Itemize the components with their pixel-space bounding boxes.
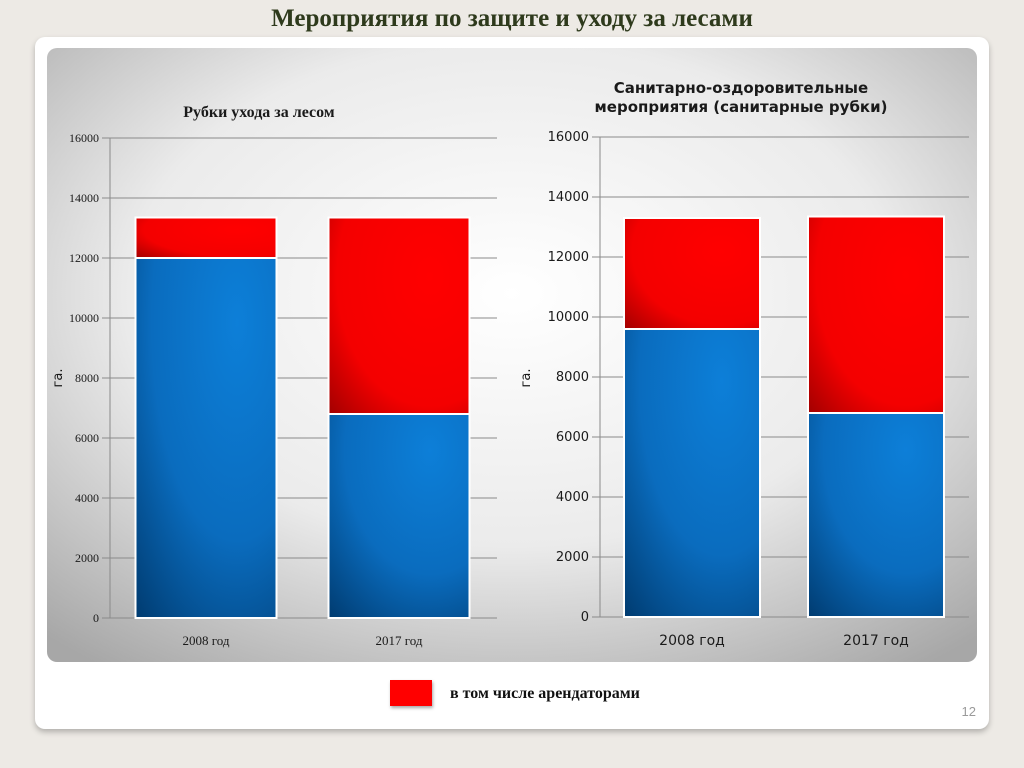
chart2-y-label: га.: [519, 369, 534, 388]
chart2-ytick-label: 14000: [548, 190, 589, 205]
legend-label-tenants: в том числе арендаторами: [450, 685, 640, 702]
chart1-ytick-label: 12000: [69, 251, 99, 265]
chart1-category-label: 2017 год: [376, 633, 423, 648]
chart1-ytick-label: 14000: [69, 191, 99, 205]
chart2-ytick-label: 6000: [556, 430, 589, 445]
chart1-ytick-label: 16000: [69, 131, 99, 145]
chart1-bar-red-2: [327, 216, 471, 415]
chart2-title-line2: мероприятия (санитарные рубки): [595, 98, 888, 116]
legend-swatch-tenants: [390, 680, 432, 706]
chart-panel: Рубки ухода за лесом 0 2000 4000 6000 8000 100…: [47, 48, 977, 662]
chart2-ytick-label: 10000: [548, 310, 589, 325]
page-number: 12: [961, 704, 976, 719]
chart2-category-label: 2008 год: [659, 633, 725, 649]
chart2-ytick-label: 2000: [556, 550, 589, 565]
chart1-ytick-label: 4000: [75, 491, 99, 505]
chart1-ytick-label: 0: [93, 611, 99, 625]
chart1-title: Рубки ухода за лесом: [183, 104, 335, 121]
chart2-ytick-label: 0: [581, 610, 589, 625]
chart2-ytick-label: 8000: [556, 370, 589, 385]
chart2-bar-blue-2: [807, 412, 945, 618]
chart1-ytick-label: 2000: [75, 551, 99, 565]
slide-title: Мероприятия по защите и уходу за лесами: [271, 5, 753, 32]
chart1-bar-red-1: [134, 216, 278, 259]
chart2-ytick-label: 4000: [556, 490, 589, 505]
charts-svg: Рубки ухода за лесом 0 2000 4000 6000 8000 100…: [47, 48, 977, 662]
chart1-ytick-label: 10000: [69, 311, 99, 325]
chart2-bar-red-1: [623, 217, 761, 330]
chart2-ytick-label: 12000: [548, 250, 589, 265]
chart2-category-label: 2017 год: [843, 633, 909, 649]
chart2-bar-blue-1: [623, 328, 761, 618]
chart2-ytick-label: 16000: [548, 130, 589, 145]
chart1-bar-blue-1: [134, 257, 278, 619]
chart1-y-label: га.: [51, 369, 66, 388]
chart2-title-line1: Санитарно-оздоровительные: [614, 79, 868, 97]
chart1-category-label: 2008 год: [183, 633, 230, 648]
chart1-ytick-label: 6000: [75, 431, 99, 445]
chart1-bar-blue-2: [327, 413, 471, 619]
chart1-ytick-label: 8000: [75, 371, 99, 385]
chart2-bar-red-2: [807, 215, 945, 414]
